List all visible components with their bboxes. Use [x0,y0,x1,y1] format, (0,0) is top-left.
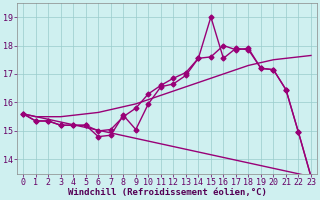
X-axis label: Windchill (Refroidissement éolien,°C): Windchill (Refroidissement éolien,°C) [68,188,267,197]
